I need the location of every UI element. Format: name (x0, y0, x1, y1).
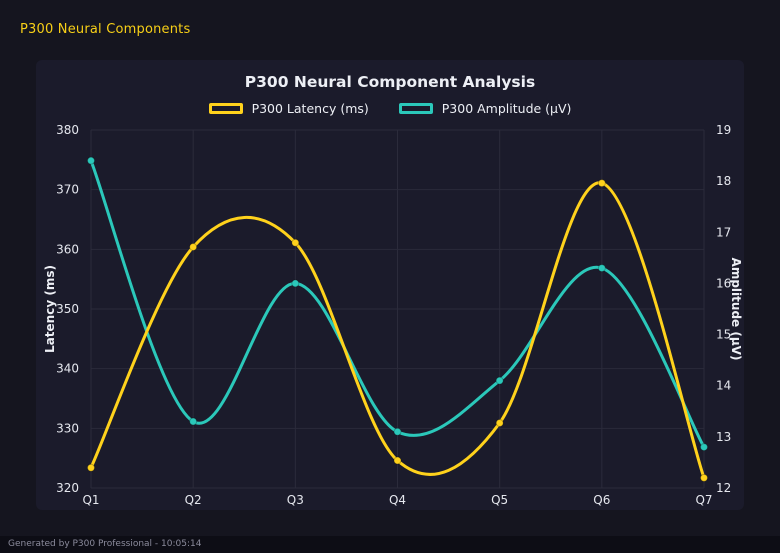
left-axis-title: Latency (ms) (43, 265, 57, 353)
svg-text:17: 17 (716, 225, 731, 239)
svg-text:380: 380 (56, 123, 79, 137)
svg-text:Q1: Q1 (82, 493, 99, 507)
svg-text:18: 18 (716, 174, 731, 188)
svg-text:19: 19 (716, 123, 731, 137)
svg-text:13: 13 (716, 430, 731, 444)
right-axis-title: Amplitude (μV) (729, 257, 743, 361)
svg-text:330: 330 (56, 421, 79, 435)
svg-text:340: 340 (56, 362, 79, 376)
svg-text:12: 12 (716, 481, 731, 495)
svg-text:Q6: Q6 (593, 493, 610, 507)
chart-canvas[interactable]: Q1 Q2 Q3 Q4 Q5 Q6 Q7 320 330 340 350 360 370 380 12 13 1… (36, 60, 744, 510)
legend-item-latency[interactable]: P300 Latency (ms) (208, 101, 369, 116)
svg-text:370: 370 (56, 183, 79, 197)
legend-label-amplitude: P300 Amplitude (μV) (441, 101, 572, 116)
legend-swatch-latency (208, 103, 243, 114)
svg-text:14: 14 (716, 379, 731, 393)
svg-text:320: 320 (56, 481, 79, 495)
svg-text:Q7: Q7 (695, 493, 712, 507)
chart-legend: P300 Latency (ms) P300 Amplitude (μV) (36, 101, 744, 116)
svg-text:360: 360 (56, 242, 79, 256)
svg-text:Q5: Q5 (491, 493, 508, 507)
svg-text:15: 15 (716, 328, 731, 342)
status-bar: Generated by P300 Professional - 10:05:1… (0, 536, 780, 553)
svg-text:16: 16 (716, 276, 731, 290)
svg-text:Q3: Q3 (287, 493, 304, 507)
svg-text:350: 350 (56, 302, 79, 316)
chart-title: P300 Neural Component Analysis (244, 73, 536, 91)
svg-text:Q4: Q4 (389, 493, 406, 507)
legend-swatch-amplitude (398, 103, 433, 114)
legend-item-amplitude[interactable]: P300 Amplitude (μV) (398, 101, 572, 116)
chart-panel: P300 Neural Component Analysis P300 Late… (36, 60, 744, 510)
page-title: P300 Neural Components (20, 22, 191, 37)
svg-text:Q2: Q2 (185, 493, 202, 507)
legend-label-latency: P300 Latency (ms) (251, 101, 369, 116)
